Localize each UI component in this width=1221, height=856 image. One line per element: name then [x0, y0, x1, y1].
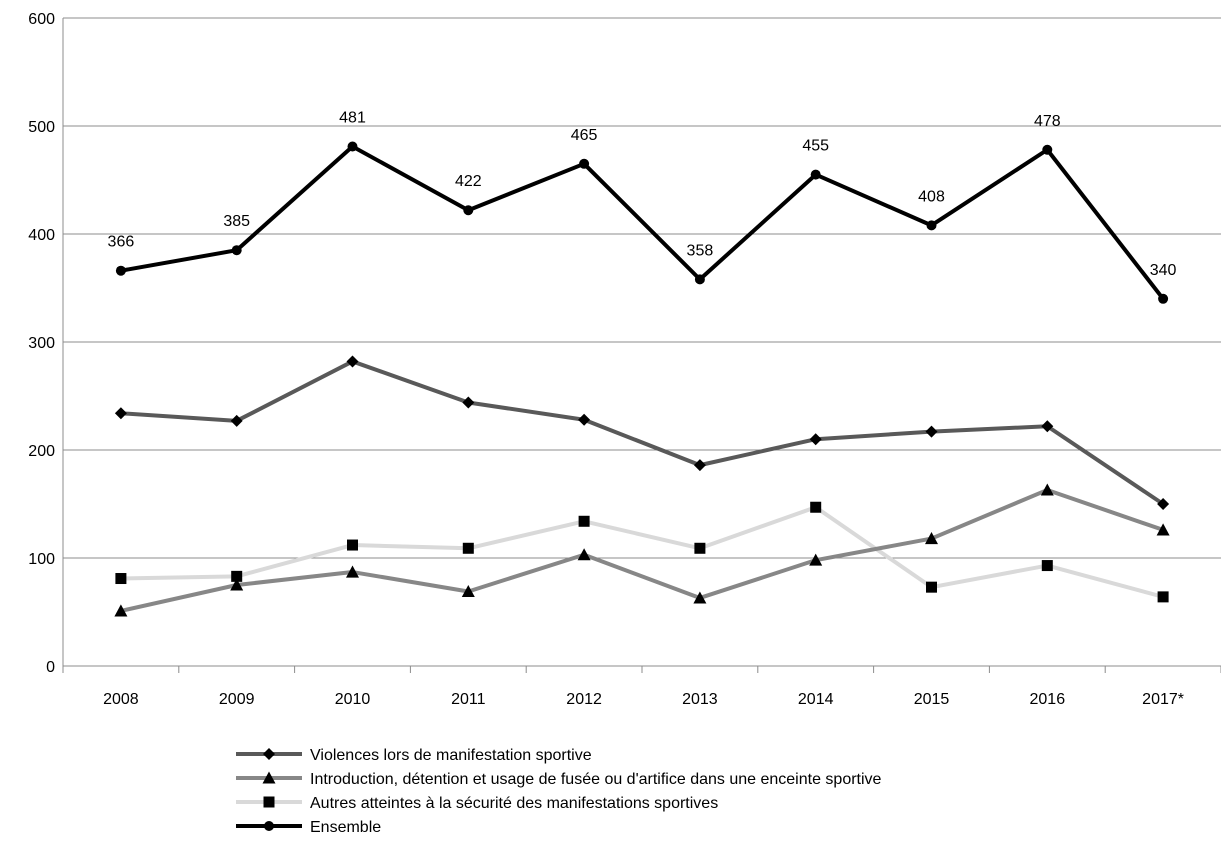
legend-item: Ensemble	[236, 819, 381, 836]
data-point	[1042, 144, 1053, 155]
data-label: 478	[1034, 113, 1061, 130]
series-2	[114, 483, 1170, 617]
legend-marker	[263, 748, 275, 760]
data-point	[1157, 498, 1170, 510]
data-point	[1040, 483, 1054, 496]
legend-label: Introduction, détention et usage de fusé…	[310, 771, 882, 788]
y-tick-label: 300	[28, 335, 55, 352]
data-label: 366	[108, 234, 135, 251]
data-point	[1158, 293, 1169, 304]
data-point	[114, 407, 127, 420]
data-label: 385	[223, 213, 250, 230]
data-point	[810, 169, 821, 180]
series-1	[114, 355, 1170, 510]
data-point	[926, 220, 937, 231]
data-point	[926, 581, 937, 593]
data-point	[462, 396, 475, 409]
data-point	[346, 355, 359, 368]
data-point	[693, 591, 707, 604]
y-tick-label: 100	[28, 551, 55, 568]
data-point	[578, 413, 591, 426]
data-point	[810, 501, 822, 513]
data-point	[230, 414, 243, 427]
x-tick-label: 2009	[219, 691, 255, 708]
legend-label: Violences lors de manifestation sportive	[310, 747, 592, 764]
grid-lines	[63, 17, 1221, 559]
y-tick-label: 200	[28, 443, 55, 460]
x-tick-label: 2014	[798, 691, 834, 708]
data-point	[578, 515, 590, 527]
data-point	[577, 548, 591, 561]
legend-item: Violences lors de manifestation sportive	[236, 747, 592, 764]
series-4	[115, 141, 1169, 304]
data-point	[809, 433, 822, 446]
data-point	[231, 245, 242, 256]
x-tick-label: 2010	[335, 691, 371, 708]
x-tick-label: 2015	[914, 691, 950, 708]
series-line	[120, 487, 1164, 613]
data-label: 465	[571, 127, 598, 144]
x-tick-label: 2008	[103, 691, 139, 708]
data-point	[1156, 523, 1170, 536]
data-point	[114, 604, 128, 617]
series-group	[114, 141, 1170, 617]
legend-marker	[264, 821, 274, 831]
x-tick-label: 2017*	[1142, 691, 1184, 708]
legend-label: Autres atteintes à la sécurité des manif…	[310, 795, 718, 812]
legend-marker	[263, 796, 275, 808]
data-point	[1157, 591, 1169, 603]
data-point	[925, 425, 938, 438]
data-point	[809, 553, 823, 566]
x-tick-label: 2012	[566, 691, 602, 708]
data-point	[462, 542, 474, 554]
series-line	[120, 505, 1164, 599]
data-label: 408	[918, 188, 945, 205]
data-label: 455	[802, 138, 829, 155]
y-tick-label: 400	[28, 227, 55, 244]
series-line	[120, 144, 1165, 301]
x-axis: 2008 2009 2010 2011 2012 2013 2014 2015 2016 2017…	[62, 665, 1221, 708]
data-point	[693, 459, 706, 472]
x-tick-label: 2013	[682, 691, 718, 708]
data-point	[230, 578, 244, 591]
data-point	[579, 158, 590, 169]
y-tick-label: 500	[28, 119, 55, 136]
data-point	[1041, 420, 1054, 433]
legend-label: Ensemble	[310, 819, 381, 836]
data-point	[1041, 560, 1053, 572]
data-point	[347, 141, 358, 152]
data-point	[115, 265, 126, 276]
series-line	[120, 359, 1165, 506]
x-tick-label: 2016	[1030, 691, 1066, 708]
x-tick-label: 2011	[451, 691, 486, 708]
y-tick-label: 600	[28, 11, 55, 28]
data-point	[115, 573, 127, 585]
data-point	[694, 542, 706, 554]
data-point	[461, 584, 475, 598]
legend: Violences lors de manifestation sportive…	[236, 747, 882, 836]
legend-item: Introduction, détention et usage de fusé…	[236, 771, 882, 788]
data-point	[347, 539, 358, 551]
data-point	[231, 570, 243, 582]
data-point	[694, 274, 705, 285]
legend-item: Autres atteintes à la sécurité des manif…	[236, 795, 718, 812]
data-label: 422	[455, 173, 482, 190]
legend-marker	[262, 771, 276, 784]
data-label: 481	[339, 110, 366, 127]
y-axis: 0 100 200 300 400 500 600	[28, 11, 64, 676]
data-label: 340	[1150, 262, 1177, 279]
data-point	[463, 205, 474, 216]
data-point	[346, 565, 359, 578]
data-labels: 366 385 481 422 465 358 455 408 478 340	[108, 110, 1177, 279]
data-point	[925, 532, 938, 545]
y-tick-label: 0	[46, 659, 55, 676]
data-label: 358	[687, 242, 714, 259]
series-3	[115, 501, 1169, 603]
